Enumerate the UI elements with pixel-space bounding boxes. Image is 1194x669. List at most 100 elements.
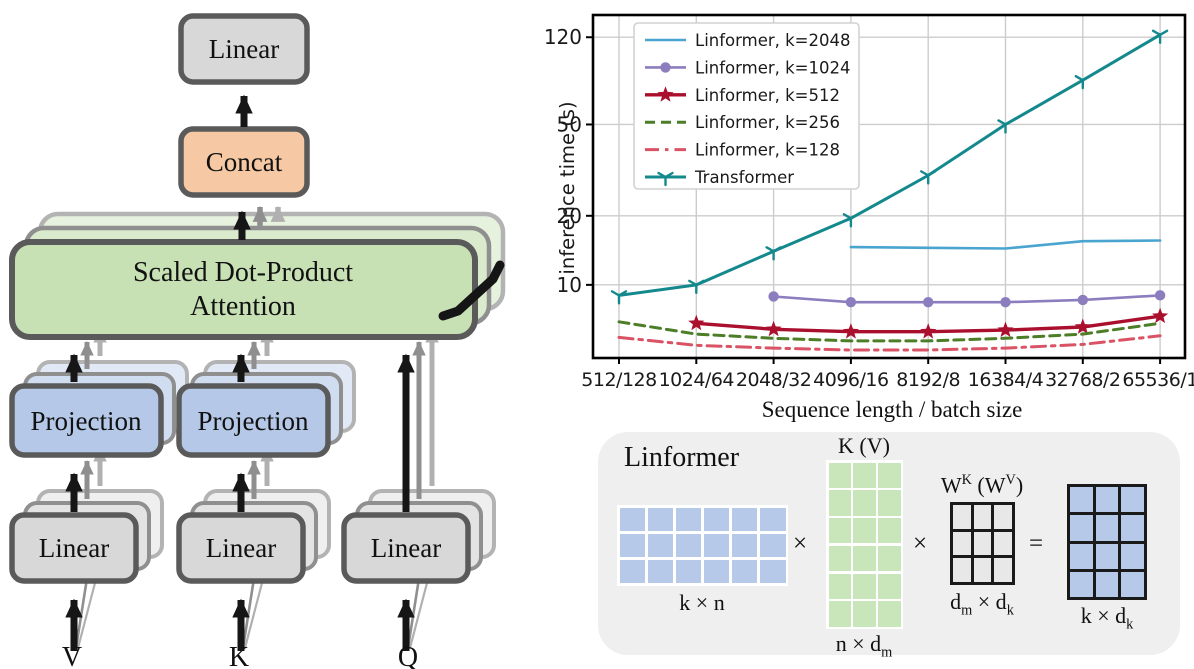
matrix-cell xyxy=(973,531,992,556)
series-Transformer xyxy=(610,29,1169,305)
matrix-cell xyxy=(878,545,901,571)
matrix-cell xyxy=(828,462,851,488)
matrix-cell xyxy=(647,533,674,558)
matrix-cell xyxy=(1121,571,1144,597)
times-operator-1: × xyxy=(792,530,808,557)
x-tick-label: 8192/8 xyxy=(896,369,960,391)
matrix-cell xyxy=(853,545,876,571)
legend-entry: Linformer, k=128 xyxy=(645,141,840,160)
x-axis-title: Sequence length / batch size xyxy=(762,397,1023,422)
matrix-cell xyxy=(619,559,646,584)
legend-label: Transformer xyxy=(694,168,794,187)
matrix-cell xyxy=(1070,515,1093,541)
matrix-cell xyxy=(619,533,646,558)
k-by-dk-label: k × dk xyxy=(1080,603,1134,633)
k-by-n-matrix xyxy=(617,505,788,586)
matrix-cell xyxy=(675,559,702,584)
kv-matrix-title: K (V) xyxy=(838,433,890,458)
chart-generated: 512/128 1024/64 2048/32 4096/16 8192/8 16384/… xyxy=(544,13,1194,391)
legend-entry: Linformer, k=512 xyxy=(645,86,840,105)
legend-entry: Transformer xyxy=(645,168,794,187)
matrix-cell xyxy=(647,507,674,532)
matrix-cell xyxy=(973,505,992,529)
matrix-cell xyxy=(759,507,786,532)
series-Linformer, k=512 xyxy=(688,307,1169,339)
matrix-cell xyxy=(675,507,702,532)
matrix-cell xyxy=(1095,543,1119,569)
legend-label: Linformer, k=512 xyxy=(695,86,840,105)
x-tick-label: 32768/2 xyxy=(1045,369,1120,391)
matrix-cell xyxy=(853,601,876,627)
matrix-cell xyxy=(828,573,851,599)
matrix-cell xyxy=(828,601,851,627)
series-Linformer, k=1024 xyxy=(768,290,1166,308)
linear-top-label: Linear xyxy=(209,34,279,64)
matrix-cell xyxy=(731,533,758,558)
matrix-cell xyxy=(878,490,901,516)
matrix-cell xyxy=(1121,487,1144,513)
matrix-cell xyxy=(1070,543,1093,569)
legend: Linformer, k=2048 Linformer, k=1024 Linfor… xyxy=(633,22,860,190)
linear-k-box xyxy=(176,512,306,584)
matrix-cell xyxy=(973,558,992,582)
n-by-dm-label: n × dm xyxy=(835,631,893,661)
equals-operator: = xyxy=(1028,530,1044,557)
x-tick-label: 65536/1 xyxy=(1122,369,1194,391)
matrix-cell xyxy=(878,601,901,627)
panel-title: Linformer xyxy=(624,442,740,473)
matrix-cell xyxy=(853,573,876,599)
attention-label-line1: Scaled Dot-Product xyxy=(133,257,353,288)
x-tick-label: 512/128 xyxy=(581,369,656,391)
multihead-attention-diagram: Linear Concat Scaled Dot-Product Attenti… xyxy=(9,13,506,669)
attention-label-line2: Attention xyxy=(190,291,296,322)
linformer-matmul-panel: Linformer k × n × K (V) n × dm × WK (WV)… xyxy=(598,432,1180,660)
matrix-cell xyxy=(1095,487,1119,513)
input-v-label: V xyxy=(62,642,82,669)
linear-q-label: Linear xyxy=(371,533,441,563)
matrix-cell xyxy=(953,558,971,582)
matrix-cell xyxy=(703,559,730,584)
n-by-dm-matrix xyxy=(826,460,903,629)
plot-frame xyxy=(591,13,1187,360)
linear-top-box xyxy=(178,13,310,85)
matrix-cell xyxy=(853,490,876,516)
matrix-cell xyxy=(703,533,730,558)
matrix-cell xyxy=(994,558,1012,582)
matrix-cell xyxy=(878,573,901,599)
projection-v-label: Projection xyxy=(31,406,142,436)
k-by-n-label: k × n xyxy=(679,590,725,615)
legend-label: Linformer, k=256 xyxy=(695,113,840,132)
matrix-cell xyxy=(1095,571,1119,597)
y-tick-label: 50 xyxy=(557,112,582,136)
k-by-dk-matrix xyxy=(1067,484,1147,600)
dm-by-dk-matrix xyxy=(950,502,1015,585)
x-tick-label: 16384/4 xyxy=(968,369,1044,391)
x-tick-label: 2048/32 xyxy=(736,369,811,391)
matrix-cell xyxy=(619,507,646,532)
linear-v-box xyxy=(9,512,139,584)
matrix-cell xyxy=(647,559,674,584)
matrix-cell xyxy=(878,518,901,544)
y-tick-label: 20 xyxy=(557,204,582,228)
matrix-cell xyxy=(853,518,876,544)
matrix-cell xyxy=(828,545,851,571)
series-Linformer, k=128 xyxy=(617,334,1162,352)
head-count-slash xyxy=(438,260,505,321)
y-axis-title: inference time (s) xyxy=(556,101,579,274)
projection-k-label: Projection xyxy=(198,406,309,436)
legend-label: Linformer, k=2048 xyxy=(695,31,851,50)
matrix-cell xyxy=(953,505,971,529)
matrix-cell xyxy=(731,507,758,532)
times-operator-2: × xyxy=(912,530,928,557)
matrix-cell xyxy=(953,531,971,556)
dm-by-dk-label: dm × dk xyxy=(950,589,1014,619)
matrix-cell xyxy=(703,507,730,532)
projection-v-box xyxy=(9,383,164,458)
matrix-cell xyxy=(731,559,758,584)
linear-k-label: Linear xyxy=(206,533,276,563)
w-matrix-title: WK (WV) xyxy=(940,472,1024,498)
linear-v-label: Linear xyxy=(39,533,109,563)
axis-ticks: 512/128 1024/64 2048/32 4096/16 8192/8 16384/… xyxy=(544,25,1194,391)
x-tick-label: 4096/16 xyxy=(813,369,888,391)
